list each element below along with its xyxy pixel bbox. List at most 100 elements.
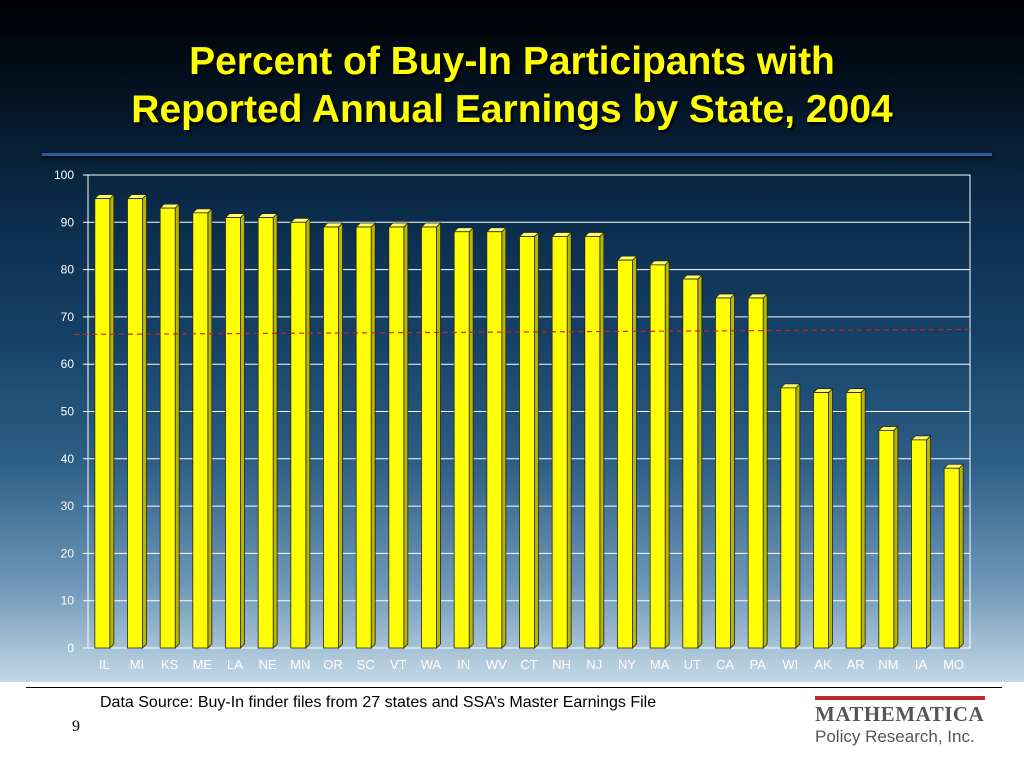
x-tick-label: OR	[323, 657, 343, 672]
bar	[911, 439, 927, 649]
y-tick-label: 30	[61, 499, 75, 513]
bar-side	[338, 222, 343, 649]
bar-side	[436, 222, 441, 649]
bar-top	[649, 260, 671, 266]
bar-top	[322, 222, 344, 228]
bar-side	[240, 212, 245, 649]
bar	[617, 259, 633, 649]
x-tick-label: PA	[749, 657, 766, 672]
x-tick-label: MI	[130, 657, 144, 672]
x-tick-label: NY	[618, 657, 636, 672]
bar	[192, 212, 209, 649]
bar	[519, 236, 535, 649]
bar-side	[860, 387, 866, 649]
y-tick-label: 50	[61, 405, 75, 419]
x-tick-label: WA	[421, 657, 442, 672]
bar-side	[468, 226, 474, 649]
bar-top	[747, 293, 769, 299]
bar-top	[93, 194, 115, 200]
bar-side	[632, 255, 637, 649]
logo-name: MATHEMATICA	[815, 702, 985, 726]
y-tick-label: 90	[61, 215, 75, 229]
bar-side	[730, 293, 735, 649]
bar	[813, 392, 829, 649]
x-tick-label: AR	[847, 657, 865, 672]
bar-top	[191, 208, 213, 214]
bar-side	[142, 193, 147, 649]
x-tick-label: KS	[161, 657, 179, 672]
bar-top	[420, 222, 442, 228]
bar	[257, 217, 274, 649]
bar-top	[779, 383, 801, 389]
bar-side	[403, 222, 409, 649]
x-tick-label: IA	[915, 657, 928, 672]
logo-subtitle: Policy Research, Inc.	[815, 727, 975, 746]
x-tick-label: ME	[193, 657, 213, 672]
data-source-note: Data Source: Buy-In finder files from 27…	[100, 694, 657, 711]
x-tick-label: IL	[99, 657, 110, 672]
bar	[845, 392, 862, 649]
bar-top	[714, 293, 736, 299]
x-tick-label: NJ	[586, 657, 602, 672]
y-tick-label: 60	[61, 357, 75, 371]
bar	[290, 221, 307, 649]
bar	[421, 226, 437, 649]
bar	[943, 467, 960, 649]
bar-top	[616, 255, 638, 261]
x-tick-label: WV	[486, 657, 507, 672]
bar	[355, 226, 372, 649]
bar-side	[926, 434, 931, 649]
bar	[715, 297, 731, 649]
bar-top	[126, 194, 148, 200]
bar-side	[174, 203, 180, 649]
y-tick-label: 80	[61, 263, 75, 277]
bar-side	[534, 231, 539, 649]
bar-side	[370, 222, 376, 649]
x-tick-label: LA	[227, 657, 243, 672]
x-tick-label: CA	[716, 657, 734, 672]
bar-side	[664, 259, 670, 649]
x-tick-label: NE	[259, 657, 277, 672]
bar	[388, 226, 405, 649]
bar-top	[224, 213, 246, 218]
slide-title: Percent of Buy-In Participants with Repo…	[0, 38, 1024, 134]
bar-top	[485, 227, 507, 233]
bar	[780, 387, 797, 649]
y-tick-label: 70	[61, 310, 75, 324]
title-divider	[42, 153, 992, 156]
x-tick-label: NM	[878, 657, 898, 672]
bar-top	[943, 463, 965, 469]
x-tick-label: SC	[357, 657, 375, 672]
title-line-2: Reported Annual Earnings by State, 2004	[131, 88, 893, 131]
x-tick-label: CT	[520, 657, 537, 672]
bar-side	[305, 217, 311, 649]
y-tick-label: 40	[61, 452, 75, 466]
bar	[878, 430, 895, 649]
bar	[453, 231, 470, 649]
bar-top	[355, 222, 377, 228]
x-tick-label: UT	[684, 657, 701, 672]
bar-top	[681, 274, 703, 280]
x-tick-label: AK	[814, 657, 832, 672]
footer-divider	[26, 687, 1002, 688]
x-tick-label: MN	[290, 657, 310, 672]
logo-accent-bar	[815, 696, 985, 700]
title-line-1: Percent of Buy-In Participants with	[189, 40, 835, 83]
bar-top	[910, 435, 932, 441]
bar-top	[845, 388, 867, 393]
bar	[159, 207, 176, 649]
bar-side	[501, 226, 507, 649]
y-tick-label: 0	[67, 641, 74, 655]
x-tick-label: VT	[390, 657, 407, 672]
bar-side	[566, 231, 572, 649]
bar	[747, 297, 764, 649]
bar-top	[159, 203, 181, 209]
bar-top	[518, 232, 540, 237]
bar	[551, 236, 568, 649]
bar-side	[958, 463, 964, 649]
bar-side	[109, 193, 115, 649]
bar-side	[207, 207, 213, 649]
bar	[94, 198, 111, 649]
bar-side	[795, 382, 801, 649]
bar-top	[812, 388, 834, 393]
